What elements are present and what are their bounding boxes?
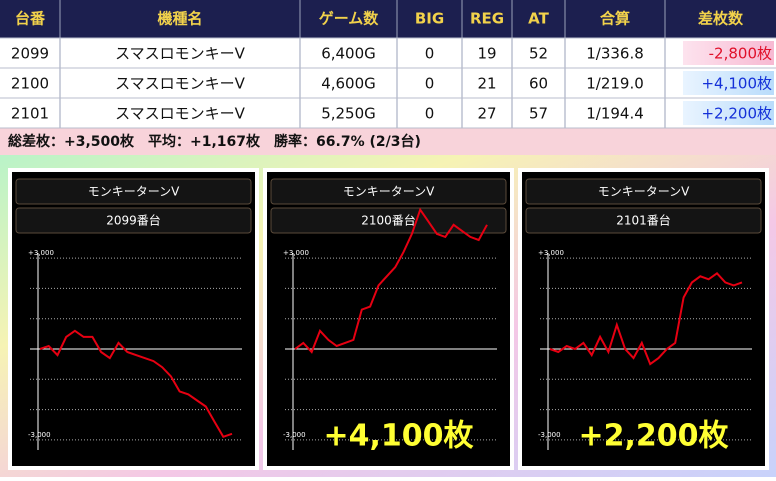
header-cell: AT: [528, 10, 549, 28]
table-cell: 1/219.0: [586, 75, 644, 93]
chart-subtitle: 2099番台: [106, 213, 161, 228]
table-cell: 57: [529, 105, 548, 123]
table-cell: -2,800枚: [709, 45, 772, 63]
diff-cell-bg: [683, 101, 774, 125]
table-cell: 2100: [11, 75, 49, 93]
data-line: [39, 329, 233, 439]
header-cell: REG: [470, 10, 504, 28]
y-tick-label: -3,000: [283, 431, 306, 439]
y-tick-label: +3,000: [28, 249, 54, 257]
chart-title: モンキーターンV: [598, 185, 690, 199]
summary: 総差枚：+3,500枚 平均：+1,167枚 勝率：66.7% (2/3台): [8, 133, 421, 150]
diff-cell-bg: [683, 71, 774, 95]
chart-subtitle: 2101番台: [616, 213, 671, 228]
chart-title: モンキーターンV: [343, 185, 435, 199]
table-cell: スマスロモンキーV: [115, 45, 246, 63]
table-cell: +2,200枚: [701, 105, 772, 123]
table-cell: 1/336.8: [586, 45, 644, 63]
y-tick-label: -3,000: [538, 431, 561, 439]
chart-subtitle-box: [525, 207, 762, 234]
header-cell: 差枚数: [698, 10, 744, 28]
header-cell: 合算: [599, 10, 630, 28]
table-cell: +4,100枚: [701, 75, 772, 93]
data-line: [294, 207, 488, 354]
table-cell: スマスロモンキーV: [115, 75, 246, 93]
header-cell: BIG: [415, 10, 444, 28]
header-cell: 台番: [15, 10, 46, 28]
table-cell: 21: [477, 75, 496, 93]
table-cell: 0: [425, 45, 435, 63]
result-label: +2,200枚: [578, 419, 728, 454]
y-tick-label: +3,000: [283, 249, 309, 257]
table-cell: 19: [477, 45, 496, 63]
header-cell: 機種名: [157, 10, 202, 28]
chart-subtitle-box: [15, 207, 252, 234]
result-label: +4,100枚: [323, 419, 473, 454]
data-line: [549, 271, 743, 366]
table-cell: 4,600G: [321, 75, 376, 93]
diff-cell-bg: [683, 41, 774, 65]
table-cell: 0: [425, 105, 435, 123]
chart-subtitle: 2100番台: [361, 213, 416, 228]
summary-bg: [0, 128, 776, 155]
table-cell: 2099: [11, 45, 49, 63]
table-cell: 2101: [11, 105, 49, 123]
table-body-bg: [0, 38, 776, 128]
chart-title-box: [525, 178, 762, 205]
table-cell: 5,250G: [321, 105, 376, 123]
chart-subtitle-box: [270, 207, 507, 234]
y-tick-label: +3,000: [538, 249, 564, 257]
chart-title: モンキーターンV: [88, 185, 180, 199]
table-cell: 6,400G: [321, 45, 376, 63]
y-tick-label: -3,000: [28, 431, 51, 439]
table-header-bg: [0, 0, 776, 38]
chart-title-box: [270, 178, 507, 205]
table-cell: 52: [529, 45, 548, 63]
table-cell: 0: [425, 75, 435, 93]
chart-title-box: [15, 178, 252, 205]
table-cell: 27: [477, 105, 496, 123]
header-cell: ゲーム数: [319, 10, 380, 28]
table-cell: 60: [529, 75, 548, 93]
table-cell: 1/194.4: [586, 105, 644, 123]
table-cell: スマスロモンキーV: [115, 105, 246, 123]
